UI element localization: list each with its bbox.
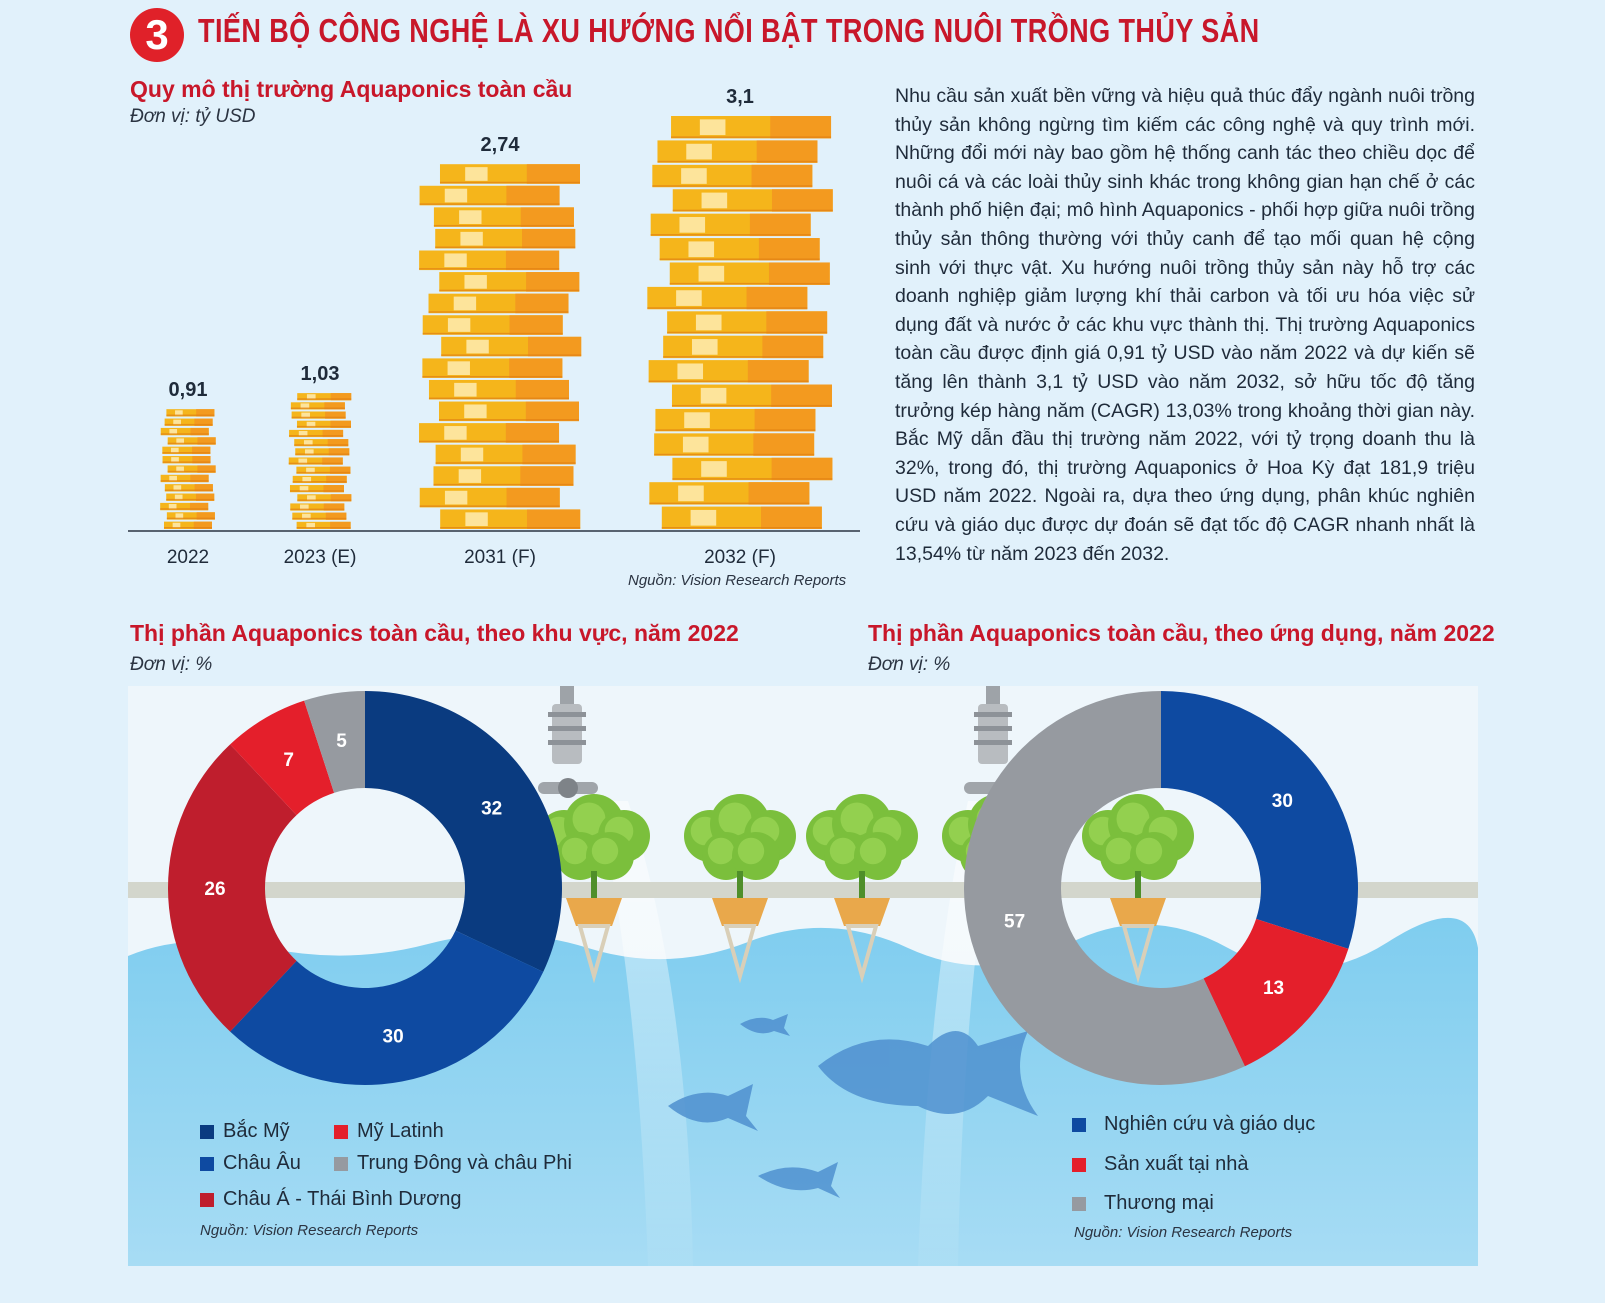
section-number-badge: 3 xyxy=(130,8,184,62)
bar-coin-stack xyxy=(647,116,833,529)
market-chart-title: Quy mô thị trường Aquaponics toàn cầu xyxy=(130,76,573,102)
legend-swatch xyxy=(334,1124,348,1139)
market-chart-source: Nguồn: Vision Research Reports xyxy=(628,572,847,589)
donut-slice xyxy=(304,691,365,793)
legend-swatch xyxy=(200,1156,214,1171)
bar-category-label: 2031 (F) xyxy=(464,547,536,568)
fish-icon xyxy=(758,1162,840,1198)
legend-label: Mỹ Latinh xyxy=(357,1120,444,1142)
bar-coin-stack xyxy=(160,409,216,529)
donut-slice-label: 13 xyxy=(1263,978,1284,999)
legend-label: Châu Âu xyxy=(223,1152,301,1174)
legend-item-middle-east-africa: Trung Đông và châu Phi xyxy=(334,1152,572,1175)
market-bar-chart: 0,91 1,03 2,74 3,1 2022 2023 (E) 2031 (F) 2032… xyxy=(128,86,860,568)
bar-value-label: 0,91 xyxy=(169,379,208,401)
donut-slice-label: 32 xyxy=(481,799,502,820)
donut-slice-label: 26 xyxy=(204,879,225,900)
legend-swatch xyxy=(200,1124,214,1139)
bar-category-label: 2022 xyxy=(167,547,209,568)
fish-icon xyxy=(818,1031,1038,1116)
bar-coin-stack xyxy=(419,164,582,529)
legend-item-latin-america: Mỹ Latinh xyxy=(334,1120,444,1143)
region-chart-unit: Đơn vị: % xyxy=(130,654,213,675)
aquaponics-illustration-panel: 32 30 26 7 5 30 13 57 xyxy=(128,686,1478,1266)
fish-icon xyxy=(668,1084,758,1131)
plant-icon xyxy=(684,794,796,984)
legend-label: Bắc Mỹ xyxy=(223,1120,290,1142)
legend-swatch xyxy=(1072,1117,1086,1132)
region-chart-title: Thị phần Aquaponics toàn cầu, theo khu v… xyxy=(130,620,739,646)
section-title: TIẾN BỘ CÔNG NGHỆ LÀ XU HƯỚNG NỔI BẬT TR… xyxy=(198,12,1260,49)
legend-item-asia-pacific: Châu Á - Thái Bình Dương xyxy=(200,1188,461,1211)
legend-item-europe: Châu Âu xyxy=(200,1152,301,1175)
bar-coin-stack xyxy=(288,393,352,529)
donut-slice xyxy=(963,691,1245,1085)
bar-category-label: 2032 (F) xyxy=(704,547,776,568)
legend-label: Sản xuất tại nhà xyxy=(1104,1153,1249,1175)
donut-slice-label: 30 xyxy=(383,1026,404,1047)
legend-swatch xyxy=(334,1156,348,1171)
donut-slice-label: 7 xyxy=(283,750,294,771)
application-chart-source: Nguồn: Vision Research Reports xyxy=(1074,1224,1293,1241)
donut-slice xyxy=(1161,691,1358,949)
donut-slice xyxy=(230,930,544,1085)
donut-slice xyxy=(168,744,297,1032)
region-donut-chart: 32 30 26 7 5 xyxy=(168,691,562,1085)
legend-item-home-production: Sản xuất tại nhà xyxy=(1072,1153,1249,1176)
legend-swatch xyxy=(1072,1157,1086,1172)
legend-swatch xyxy=(200,1192,214,1207)
donut-slice-label: 57 xyxy=(1004,912,1025,933)
sprinkler-icon xyxy=(538,686,598,798)
fish-icon xyxy=(740,1014,790,1036)
plant-icon xyxy=(806,794,918,984)
bar-value-label: 1,03 xyxy=(301,363,340,385)
legend-swatch xyxy=(1072,1196,1086,1211)
donut-slice-label: 5 xyxy=(336,731,347,752)
bar-value-label: 3,1 xyxy=(726,86,754,108)
donut-slice xyxy=(1203,918,1349,1067)
donut-slice-label: 30 xyxy=(1272,791,1293,812)
legend-label: Trung Đông và châu Phi xyxy=(357,1152,572,1174)
application-chart-title: Thị phần Aquaponics toàn cầu, theo ứng d… xyxy=(868,620,1495,646)
donut-slice xyxy=(365,691,562,972)
legend-item-commercial: Thương mại xyxy=(1072,1192,1214,1215)
plant-icon xyxy=(1082,794,1194,984)
legend-item-research-education: Nghiên cứu và giáo dục xyxy=(1072,1113,1315,1136)
application-donut-chart: 30 13 57 xyxy=(963,691,1358,1085)
legend-label: Châu Á - Thái Bình Dương xyxy=(223,1188,462,1210)
bar-value-label: 2,74 xyxy=(481,134,521,156)
body-paragraph: Nhu cầu sản xuất bền vững và hiệu quả th… xyxy=(895,85,1475,565)
legend-label: Thương mại xyxy=(1104,1192,1214,1214)
application-chart-unit: Đơn vị: % xyxy=(868,654,951,675)
market-chart-unit: Đơn vị: tỷ USD xyxy=(130,106,256,127)
bar-category-label: 2023 (E) xyxy=(284,547,357,568)
plant-icon xyxy=(538,794,650,984)
donut-slice xyxy=(230,700,335,816)
water-stream xyxy=(598,801,693,1266)
legend-item-north-america: Bắc Mỹ xyxy=(200,1120,290,1143)
region-chart-source: Nguồn: Vision Research Reports xyxy=(200,1222,419,1239)
legend-label: Nghiên cứu và giáo dục xyxy=(1104,1113,1316,1135)
